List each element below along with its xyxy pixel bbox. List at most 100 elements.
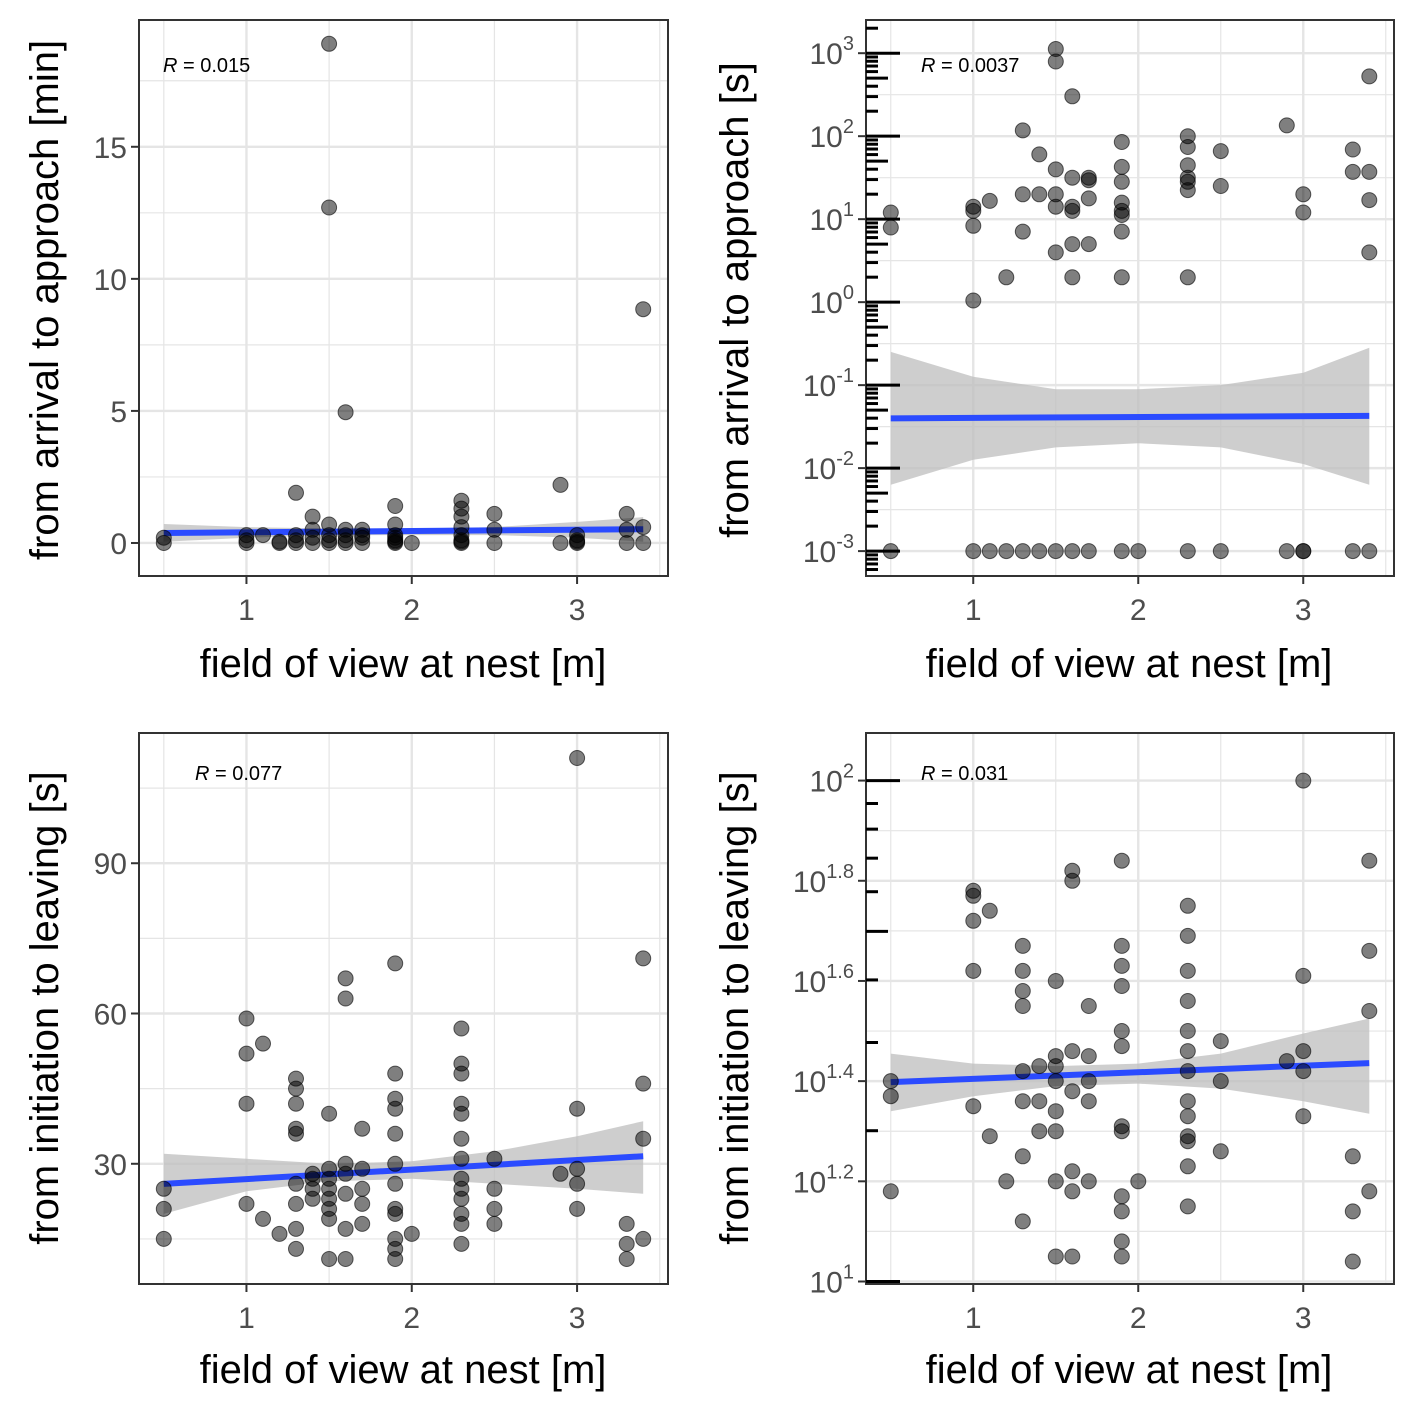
data-point <box>1047 1123 1064 1140</box>
data-point <box>1047 161 1064 178</box>
data-point <box>1179 1133 1196 1150</box>
data-point <box>486 505 503 522</box>
data-point <box>337 1165 354 1182</box>
data-point <box>998 1173 1015 1190</box>
data-point <box>1080 172 1097 189</box>
data-point <box>1080 1093 1097 1110</box>
data-point <box>238 1010 255 1027</box>
data-point <box>337 1251 354 1267</box>
y-tick-label: 102 <box>810 761 855 799</box>
data-point <box>882 1088 899 1105</box>
x-tick-label: 3 <box>1295 594 1312 627</box>
data-point <box>1212 543 1229 560</box>
data-point <box>569 1200 586 1217</box>
data-point <box>1031 186 1048 203</box>
data-point <box>1080 1173 1097 1190</box>
data-point <box>1047 186 1064 203</box>
data-point <box>1080 236 1097 253</box>
data-point <box>1179 993 1196 1009</box>
panel-border <box>138 19 669 577</box>
data-point <box>1064 1183 1081 1200</box>
data-point <box>1344 1253 1361 1270</box>
x-axis-label: field of view at nest [m] <box>200 642 607 686</box>
data-point <box>1014 223 1031 240</box>
data-point <box>1361 192 1378 209</box>
data-point <box>1047 1073 1064 1090</box>
data-point <box>1361 163 1378 180</box>
data-point <box>1014 998 1031 1014</box>
x-tick-label: 1 <box>965 594 982 627</box>
data-point <box>337 1185 354 1202</box>
data-point <box>981 192 998 209</box>
data-point <box>1047 543 1064 560</box>
data-point <box>1031 1093 1048 1110</box>
data-point <box>1295 543 1312 560</box>
plot-layer: 1 2 3 10-3 10-2 10-1 100 101 102 103 <box>803 19 1395 627</box>
panel-initiation-to-leaving-log: 1 2 3 101 101.2 101.4 101.6 101.8 102 field of v… <box>713 732 1395 1392</box>
data-point <box>288 1080 304 1097</box>
data-point <box>1212 1143 1229 1160</box>
data-point <box>1179 962 1196 979</box>
regression-line <box>890 412 1370 422</box>
data-point <box>882 219 899 236</box>
data-point <box>618 1251 635 1267</box>
data-point <box>635 1230 652 1247</box>
data-point <box>981 1128 998 1145</box>
data-point <box>635 535 652 551</box>
panel-arrival-to-approach-s: 1 2 3 10-3 10-2 10-1 100 101 102 103 field of vie… <box>713 19 1395 686</box>
data-point <box>618 1215 635 1232</box>
data-point <box>321 1210 338 1227</box>
data-point <box>387 1100 404 1117</box>
data-point <box>1047 53 1064 70</box>
data-point <box>1064 1248 1081 1265</box>
data-point <box>321 1251 338 1267</box>
data-point <box>255 527 271 544</box>
correlation-annotation: R = 0.0037 <box>921 55 1019 77</box>
data-point <box>1113 202 1130 219</box>
x-tick-label: 2 <box>403 1302 420 1335</box>
data-point <box>618 505 635 522</box>
data-point <box>238 1195 255 1212</box>
data-point <box>238 1045 255 1062</box>
data-point <box>354 527 371 544</box>
data-point <box>1361 942 1378 959</box>
data-point <box>453 533 470 550</box>
data-point <box>1014 962 1031 979</box>
data-point <box>1047 1248 1064 1265</box>
x-tick-label: 3 <box>569 1302 586 1335</box>
data-point <box>1179 1093 1196 1110</box>
y-tick-label: 10-1 <box>803 365 854 403</box>
panel-border <box>865 19 1395 577</box>
data-point <box>387 1205 404 1222</box>
data-point <box>1014 1063 1031 1080</box>
data-point <box>1113 1248 1130 1265</box>
data-point <box>1014 186 1031 203</box>
y-tick-label: 15 <box>94 132 127 165</box>
plot-layer: 1 2 3 0 5 10 15 <box>94 19 669 627</box>
data-point <box>387 1065 404 1082</box>
data-point <box>1113 1233 1130 1250</box>
data-point <box>1047 973 1064 989</box>
data-point <box>1064 169 1081 186</box>
y-axis-label: from arrival to approach [min] <box>23 40 67 560</box>
data-point <box>288 484 304 501</box>
data-point <box>1014 983 1031 999</box>
data-point <box>1113 1023 1130 1039</box>
data-point <box>1212 1033 1229 1050</box>
data-point <box>1179 182 1196 199</box>
panel-border <box>138 732 669 1285</box>
y-axis-label: from arrival to approach [s] <box>713 62 757 538</box>
data-point <box>453 1020 470 1037</box>
data-point <box>1179 1198 1196 1215</box>
data-point <box>1080 190 1097 207</box>
data-point <box>453 1215 470 1232</box>
x-tick-label: 2 <box>403 594 420 627</box>
data-point <box>1113 269 1130 286</box>
data-point <box>552 535 569 551</box>
data-point <box>1179 1023 1196 1039</box>
data-point <box>304 529 321 546</box>
data-point <box>271 533 288 550</box>
x-axis-label: field of view at nest [m] <box>926 1348 1333 1392</box>
data-point <box>1113 852 1130 869</box>
confidence-band <box>890 1018 1370 1114</box>
